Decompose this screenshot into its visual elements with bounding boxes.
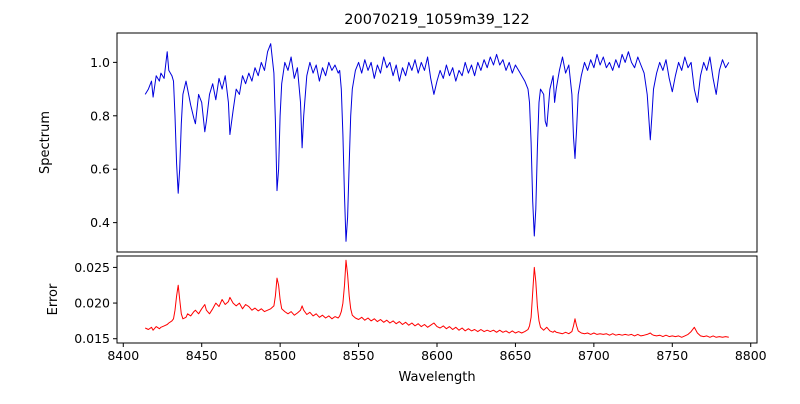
x-tick-label: 8750 (656, 348, 688, 363)
y-tick-label: 0.8 (90, 108, 110, 123)
y-tick-label: 0.4 (90, 215, 110, 230)
axes-frame (116, 255, 758, 344)
y-axis-label-spectrum: Spectrum (38, 111, 53, 174)
x-tick-label: 8400 (107, 348, 139, 363)
spectrum-line (144, 43, 730, 242)
x-tick-label: 8500 (264, 348, 296, 363)
y-tick-label: 0.025 (74, 260, 110, 275)
x-tick-label: 8700 (578, 348, 610, 363)
x-tick-label: 8450 (186, 348, 218, 363)
chart-title: 20070219_1059m39_122 (344, 12, 529, 28)
x-tick-label: 8550 (343, 348, 375, 363)
y-tick-label: 1.0 (90, 55, 110, 70)
y-axis-label-error: Error (46, 283, 61, 315)
error-panel: 0.015 0.020 0.025 8400 8450 8500 8550 8600 8650 8… (74, 255, 767, 363)
x-tick-label: 8800 (735, 348, 767, 363)
x-axis-label: Wavelength (398, 370, 475, 385)
y-tick-label: 0.020 (74, 296, 110, 311)
plot-layer: 0.4 0.6 0.8 1.0 0.015 0.020 0.025 8400 8450 8500 8… (74, 32, 767, 363)
y-tick-label: 0.6 (90, 162, 110, 177)
spectrum-panel: 0.4 0.6 0.8 1.0 (90, 32, 758, 253)
axes-frame (116, 32, 758, 253)
y-tick-label: 0.015 (74, 331, 110, 346)
error-line (144, 259, 729, 338)
x-tick-label: 8650 (500, 348, 532, 363)
x-tick-label: 8600 (421, 348, 453, 363)
